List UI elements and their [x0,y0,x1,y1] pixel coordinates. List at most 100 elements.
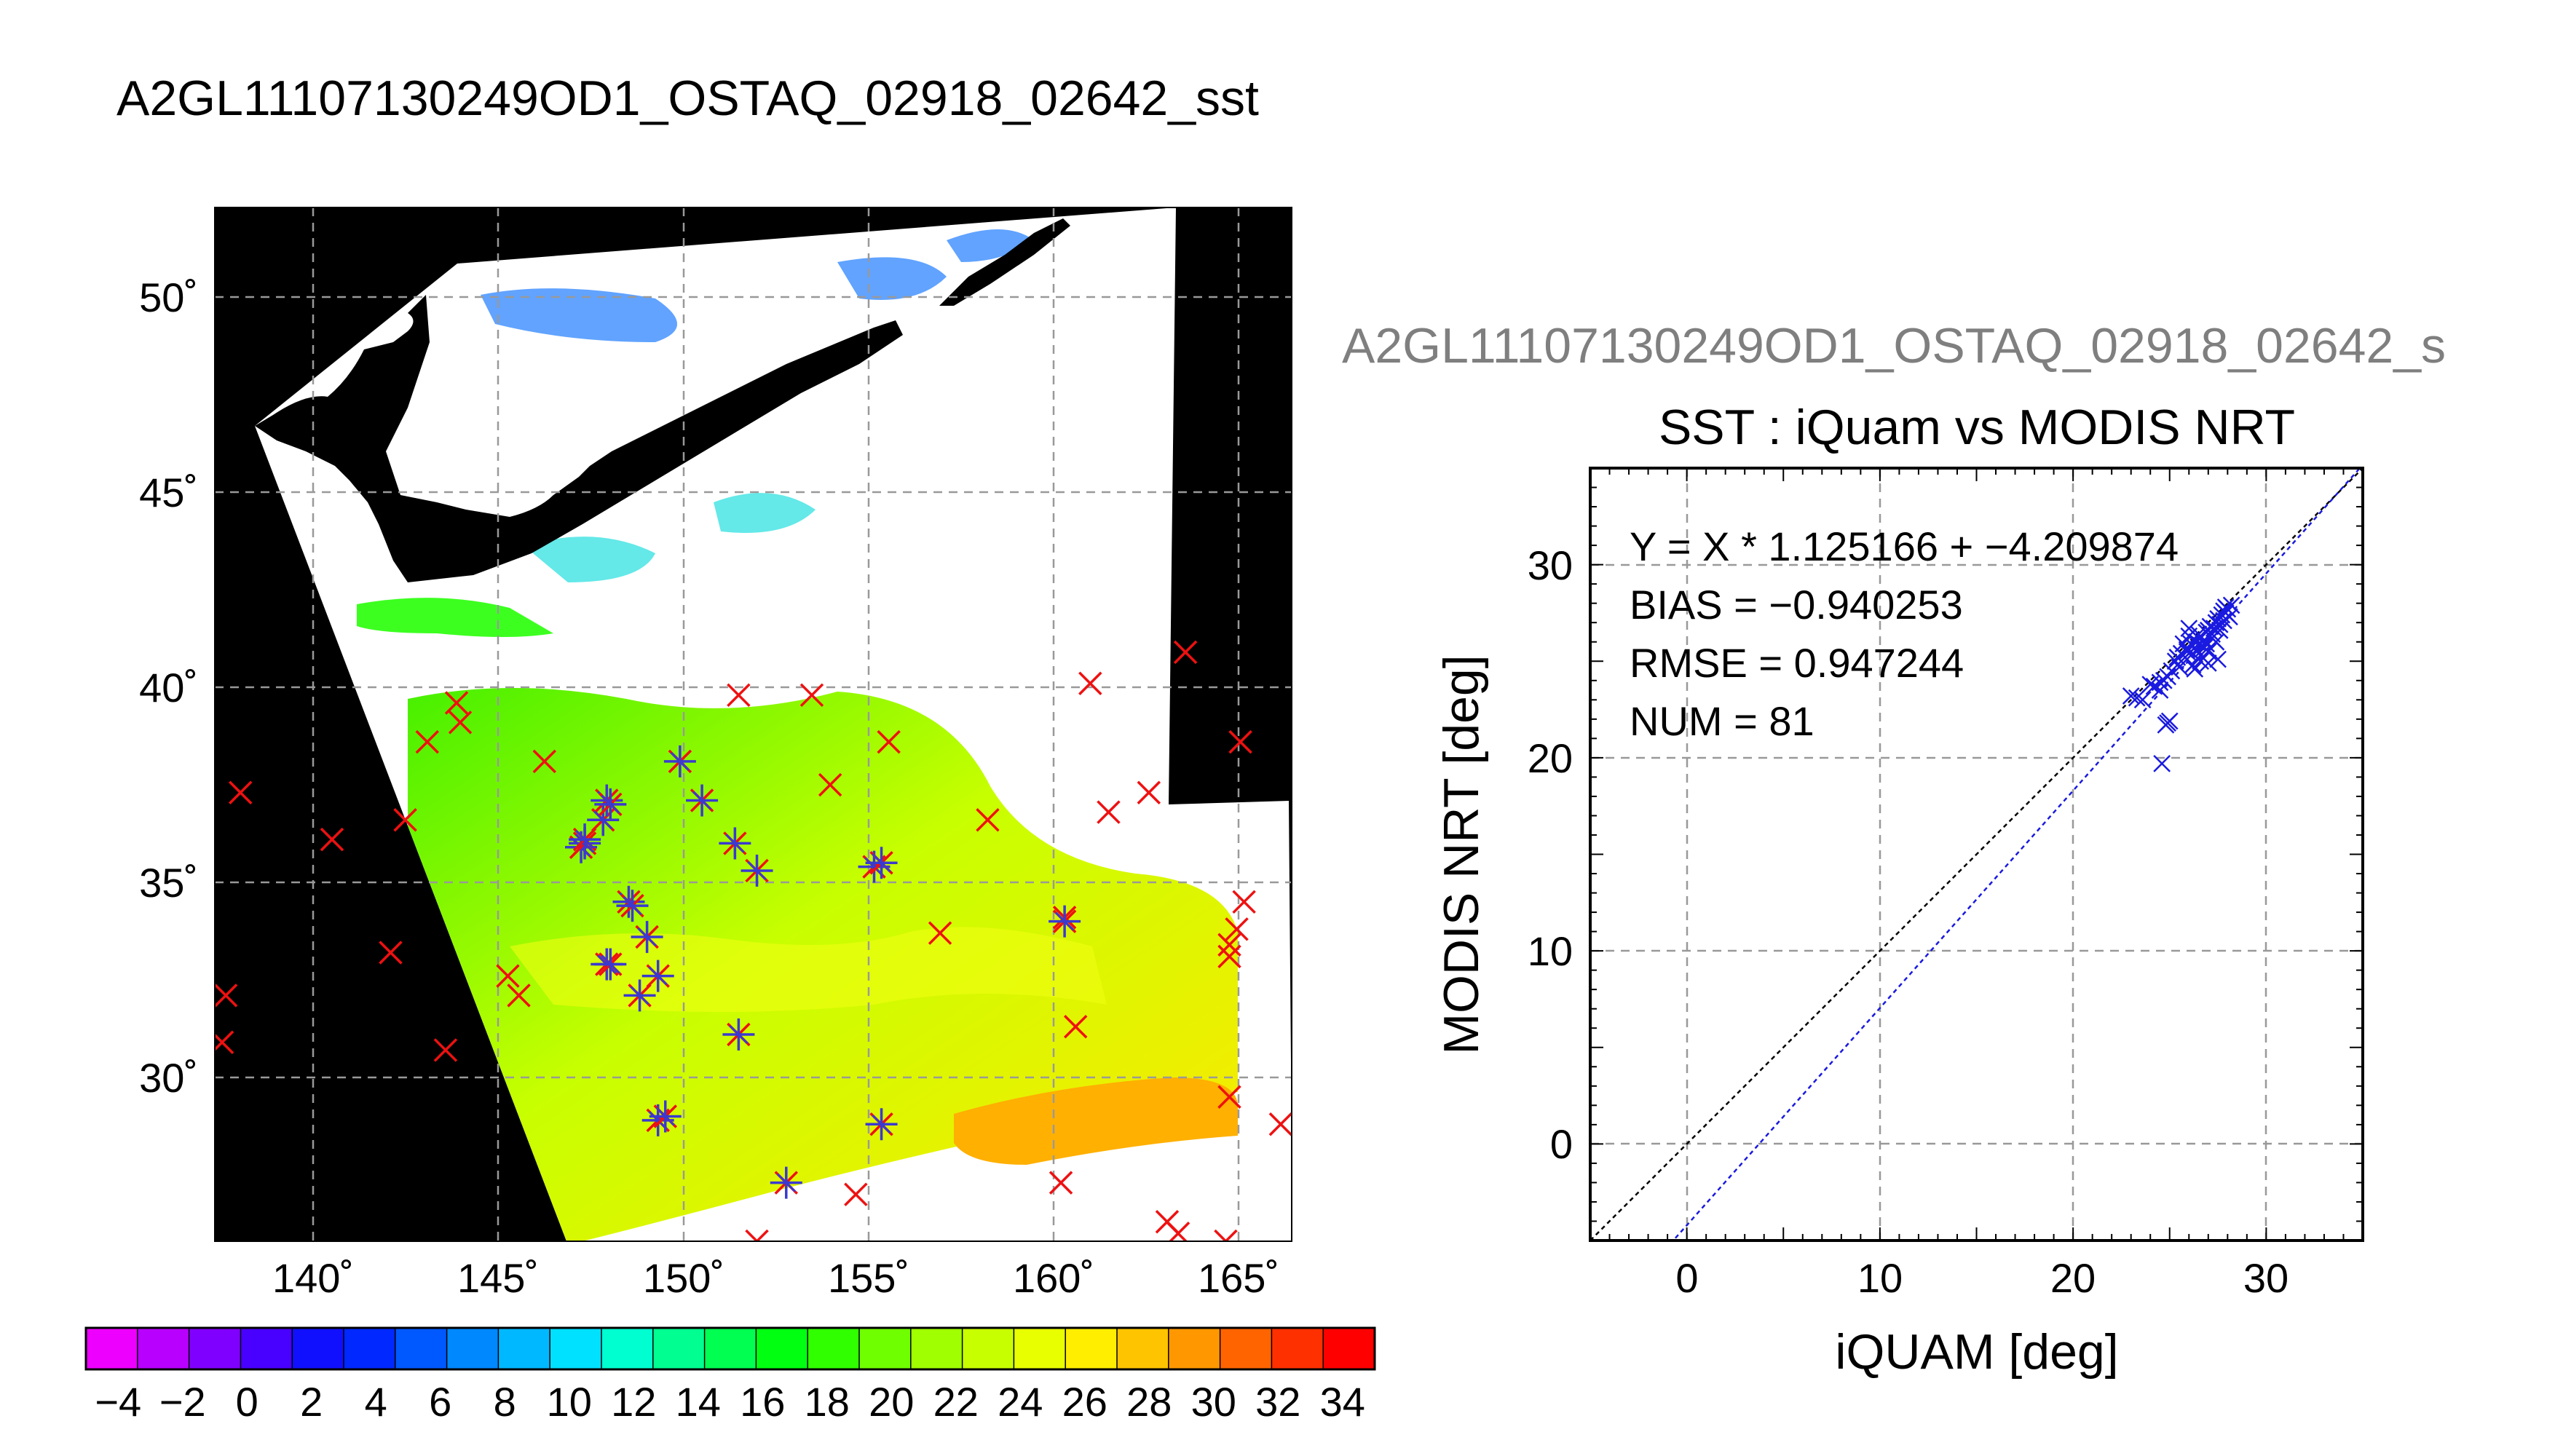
scatter-x-tick: 0 [1675,1255,1698,1301]
iquam-marker [1063,1015,1088,1039]
main-title: A2GL11107130249OD1_OSTAQ_02918_02642_sst [117,71,1259,126]
matchup-marker [587,804,620,836]
matchup-marker [594,948,627,981]
colorbar-frame [84,1326,1376,1371]
matchup-marker [719,827,751,860]
colorbar-tick-label: 12 [611,1379,656,1425]
fit-equation: Y = X * 1.125166 + −4.209874 [1630,523,2179,569]
iquam-marker [844,1182,868,1206]
iquam-marker [532,749,556,774]
scatter-y-tick: 30 [1528,542,1573,588]
iquam-marker [1217,944,1241,969]
iquam-marker [496,964,520,988]
scatter-title: SST : iQuam vs MODIS NRT [1659,400,2295,455]
map-x-tick: 165˚ [1198,1255,1279,1301]
scatter-x-label: iQUAM [deg] [1835,1324,2118,1380]
iquam-marker [415,729,440,754]
sst-cool-north [357,598,553,637]
colorbar-cell [344,1328,396,1369]
iquam-marker [799,683,824,708]
scatter-y-tick: 20 [1528,735,1573,781]
scatter-grid [1590,468,2363,1241]
secondary-title: A2GL11107130249OD1_OSTAQ_02918_02642_s [1342,318,2446,373]
iquam-marker [1217,933,1241,957]
colorbar-cell [1168,1328,1221,1369]
colorbar-cell [962,1328,1014,1369]
scatter-y-label: MODIS NRT [deg] [1434,654,1489,1054]
rmse-value: RMSE = 0.947244 [1630,640,1964,686]
colorbar-tick-label: 6 [429,1379,451,1425]
colorbar-tick-label: 4 [365,1379,387,1425]
colorbar-tick-label: 26 [1062,1379,1107,1425]
iquam-marker [1173,640,1198,665]
scatter-y-tick: 10 [1528,928,1573,974]
sst-cold-patches [481,229,1034,342]
scatter-points [2122,596,2240,772]
colorbar-cell [550,1328,602,1369]
bias-value: BIAS = −0.940253 [1630,582,1963,628]
map-x-tick: 160˚ [1013,1255,1094,1301]
colorbar-tick-labels: −4 −2 0 2 4 6 8 10 12 14 16 18 20 22 24 26 28 30 32 34 [95,1379,1365,1425]
colorbar-cell [1220,1328,1272,1369]
iquam-marker [928,921,952,945]
matchup-marker [641,960,674,992]
matchup-marker [865,1108,898,1141]
colorbar-tick-label: 10 [547,1379,592,1425]
iquam-marker [818,772,842,797]
scatter-point [2128,689,2146,707]
map-y-tick: 50˚ [139,274,198,320]
colorbar-cells [86,1328,1375,1369]
matchup-marker [1049,905,1081,938]
colorbar-cell [240,1328,293,1369]
scatter-point [2186,660,2204,678]
colorbar-tick-label: 32 [1255,1379,1300,1425]
fit-line [1672,468,2361,1241]
scatter-point [2159,714,2176,732]
iquam-marker [393,808,417,832]
colorbar-tick-label: 34 [1320,1379,1365,1425]
colorbar-cell [756,1328,808,1369]
colorbar-cell [910,1328,963,1369]
iquam-marker [727,683,751,708]
scatter-x-tick: 10 [1857,1255,1903,1301]
iquam-marker [745,1229,769,1241]
scatter-annotations: Y = X * 1.125166 + −4.209874 BIAS = −0.9… [1630,523,2179,744]
scatter-point [2151,673,2169,692]
colorbar-cell [601,1328,654,1369]
scatter-minor-ticks [1590,467,2364,1241]
scatter-point [2151,681,2169,699]
sst-cool-patches [524,493,816,582]
map-y-tick: 30˚ [139,1055,198,1101]
scatter-x-tick: 30 [2243,1255,2289,1301]
colorbar-tick-label: 14 [676,1379,721,1425]
map-x-tick: 140˚ [272,1255,354,1301]
colorbar-cell [446,1328,499,1369]
colorbar-tick-label: 2 [300,1379,323,1425]
scatter-point [2168,649,2187,666]
scatter-point [2221,608,2238,626]
iquam-marker [1225,917,1249,941]
colorbar-cell [189,1328,241,1369]
num-value: NUM = 81 [1630,698,1814,744]
scatter-y-tick: 0 [1550,1121,1573,1167]
colorbar-cell [1117,1328,1169,1369]
colorbar-tick-label: 28 [1126,1379,1172,1425]
iquam-marker [433,1038,458,1062]
matchup-marker [770,1166,802,1199]
matchup-marker [616,890,649,922]
matchup-marker [649,1100,682,1133]
map-frame [214,207,1292,1242]
matchup-marker [663,745,696,778]
colorbar: −4 −2 0 2 4 6 8 10 12 14 16 18 20 22 24 26 28 30 32 34 [84,1326,1376,1425]
colorbar-tick-label: 22 [933,1379,979,1425]
colorbar-cell [1323,1328,1375,1369]
iquam-marker [1232,890,1256,914]
colorbar-tick-label: −2 [159,1379,206,1425]
scatter-point [2207,633,2225,651]
sst-map-panel: 140˚ 145˚ 150˚ 155˚ 160˚ 165˚ 30˚ 35˚ 40… [139,207,1292,1301]
matchup-marker [741,854,773,887]
iquam-marker [228,780,253,805]
iquam-marker [507,984,531,1008]
matchup-marker [623,979,656,1012]
iquam-marker [444,691,469,715]
